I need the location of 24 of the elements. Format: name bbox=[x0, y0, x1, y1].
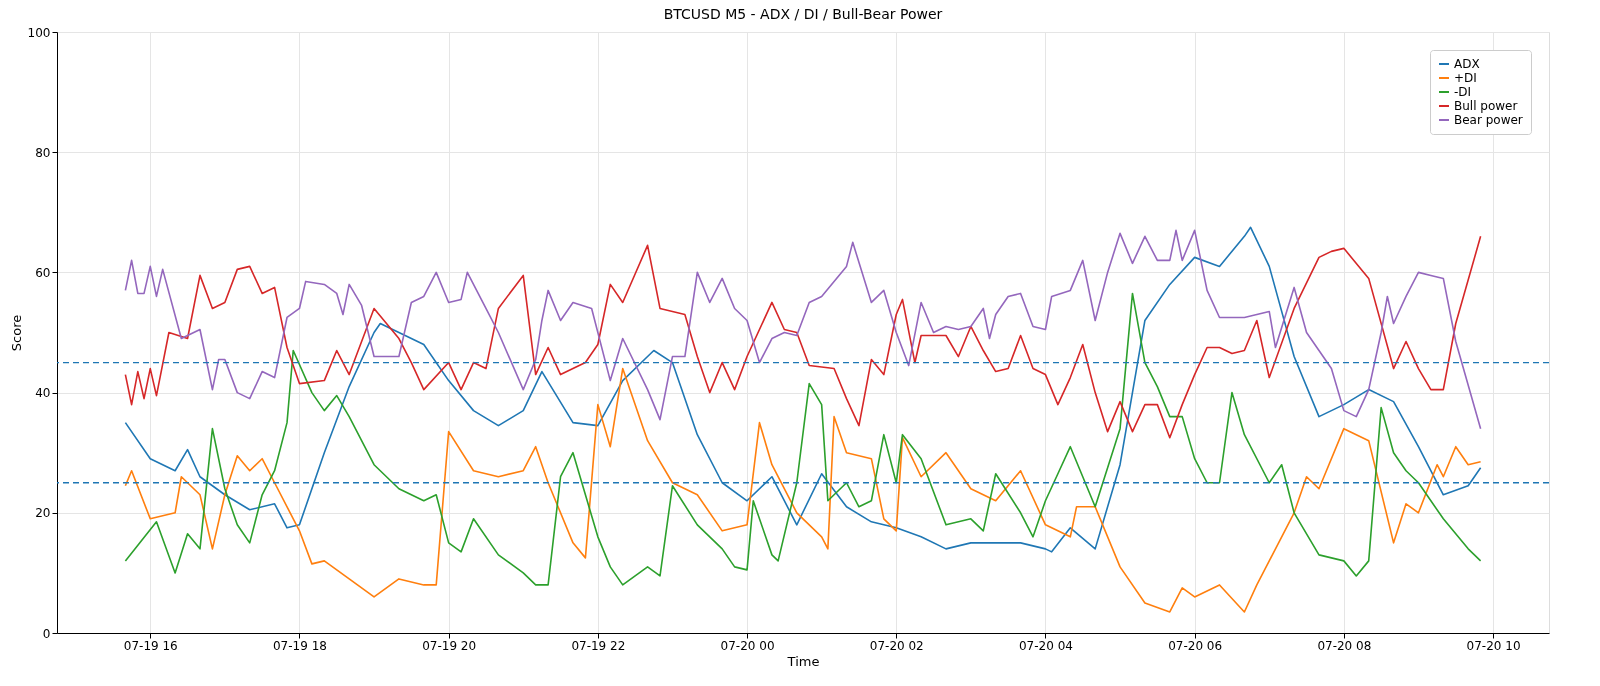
legend-label: -DI bbox=[1454, 85, 1472, 99]
x-axis-title: Time bbox=[786, 653, 820, 669]
y-tick-label: 100 bbox=[27, 25, 51, 40]
x-tick-label: 07-19 20 bbox=[422, 638, 477, 653]
x-tick-label: 07-20 08 bbox=[1317, 638, 1372, 653]
x-tick-label: 07-20 02 bbox=[869, 638, 924, 653]
y-axis-title: Score bbox=[8, 314, 24, 352]
legend-label: Bear power bbox=[1454, 113, 1523, 127]
x-tick-label: 07-20 00 bbox=[720, 638, 775, 653]
legend-label: +DI bbox=[1454, 71, 1477, 85]
x-tick-label: 07-19 22 bbox=[571, 638, 626, 653]
legend-label: ADX bbox=[1454, 57, 1480, 71]
chart-title: BTCUSD M5 - ADX / DI / Bull-Bear Power bbox=[663, 6, 943, 22]
y-tick-label: 60 bbox=[35, 265, 51, 280]
x-tick-label: 07-19 16 bbox=[123, 638, 178, 653]
y-tick-label: 20 bbox=[35, 506, 51, 521]
x-tick-label: 07-20 10 bbox=[1466, 638, 1521, 653]
x-tick-label: 07-19 18 bbox=[272, 638, 327, 653]
y-tick-label: 80 bbox=[35, 145, 51, 160]
y-tick-label: 40 bbox=[35, 386, 51, 401]
x-tick-label: 07-20 06 bbox=[1168, 638, 1223, 653]
legend-label: Bull power bbox=[1454, 99, 1518, 113]
y-tick-label: 0 bbox=[42, 626, 51, 641]
x-tick-label: 07-20 04 bbox=[1018, 638, 1073, 653]
